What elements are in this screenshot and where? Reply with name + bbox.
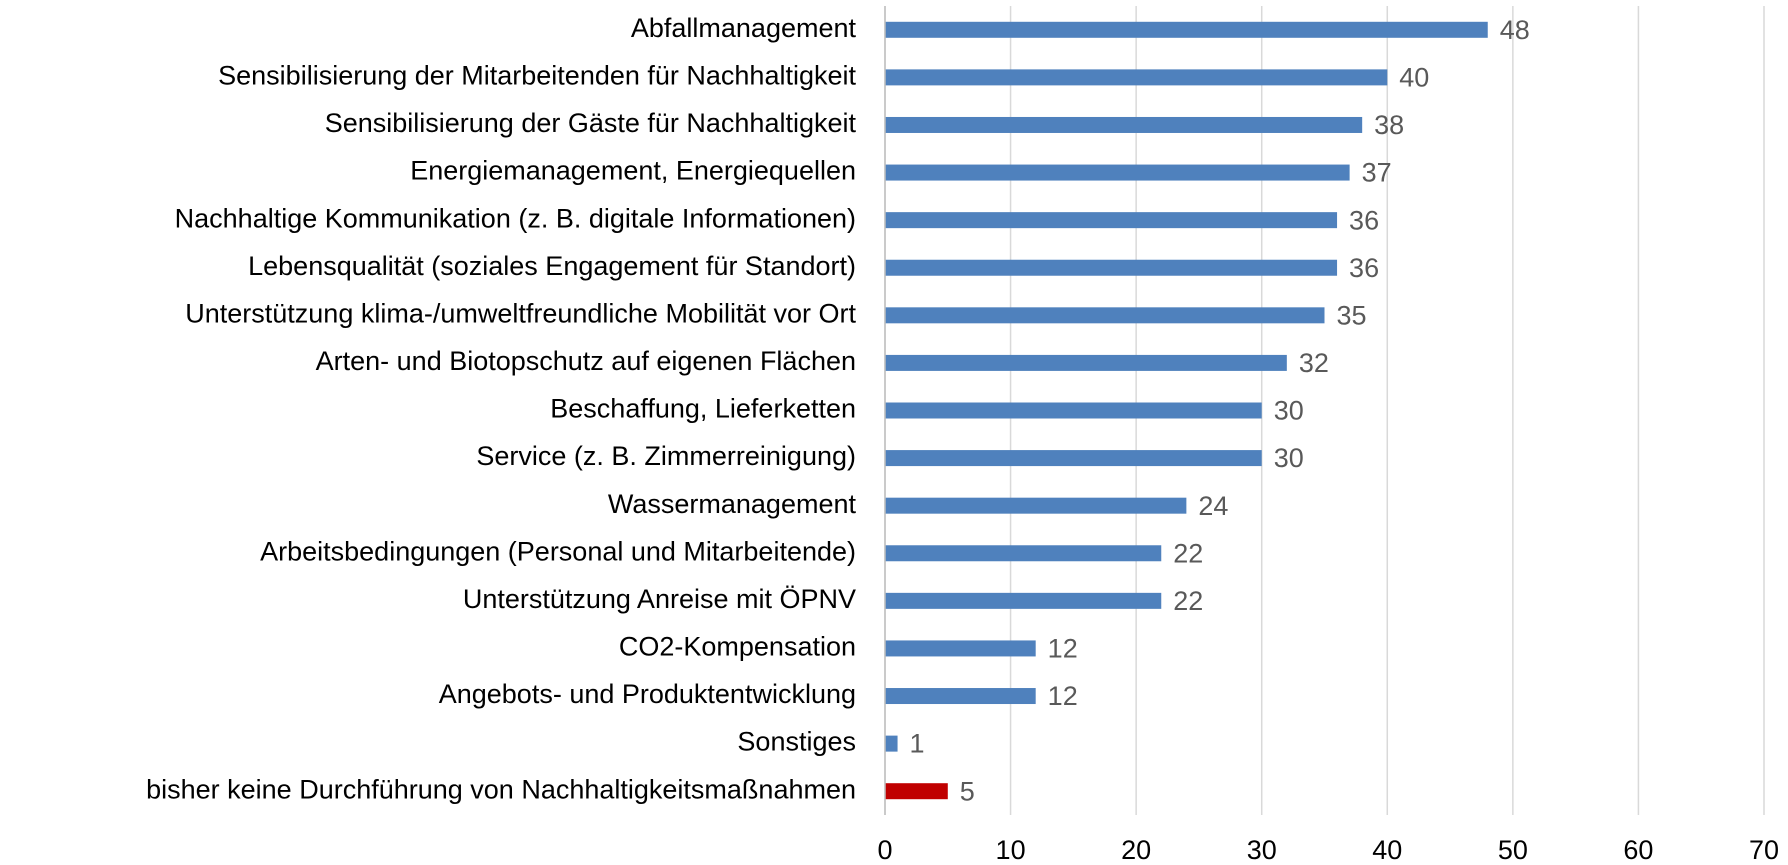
category-label: Wassermanagement bbox=[608, 489, 857, 519]
bar bbox=[885, 735, 898, 752]
x-tick-label: 10 bbox=[996, 835, 1026, 865]
bar bbox=[885, 21, 1488, 38]
value-label: 36 bbox=[1349, 253, 1379, 283]
value-label: 35 bbox=[1337, 300, 1367, 330]
category-label: Unterstützung Anreise mit ÖPNV bbox=[463, 584, 856, 614]
bar bbox=[885, 354, 1287, 371]
bar bbox=[885, 450, 1262, 467]
bar bbox=[885, 545, 1162, 562]
x-tick-label: 30 bbox=[1247, 835, 1277, 865]
x-tick-label: 60 bbox=[1623, 835, 1653, 865]
category-label: Service (z. B. Zimmerreinigung) bbox=[476, 441, 856, 471]
category-label: Sonstiges bbox=[737, 727, 856, 757]
category-label: Lebensqualität (soziales Engagement für … bbox=[248, 251, 856, 281]
category-label: Sensibilisierung der Gäste für Nachhalti… bbox=[325, 108, 857, 138]
x-tick-label: 70 bbox=[1749, 835, 1779, 865]
bar bbox=[885, 592, 1162, 609]
bar bbox=[885, 212, 1338, 229]
value-label: 30 bbox=[1274, 443, 1304, 473]
category-label: Arten- und Biotopschutz auf eigenen Fläc… bbox=[316, 346, 856, 376]
value-label: 22 bbox=[1173, 538, 1203, 568]
x-tick-label: 40 bbox=[1372, 835, 1402, 865]
value-label: 38 bbox=[1374, 110, 1404, 140]
category-label: Unterstützung klima-/umweltfreundliche M… bbox=[185, 298, 856, 328]
value-label: 30 bbox=[1274, 396, 1304, 426]
value-label: 12 bbox=[1048, 634, 1078, 664]
value-label: 40 bbox=[1399, 63, 1429, 93]
category-label: bisher keine Durchführung von Nachhaltig… bbox=[146, 774, 856, 804]
bar bbox=[885, 164, 1350, 181]
value-label: 36 bbox=[1349, 205, 1379, 235]
bar bbox=[885, 783, 948, 800]
bar bbox=[885, 640, 1036, 657]
value-label: 48 bbox=[1500, 15, 1530, 45]
category-label: Arbeitsbedingungen (Personal und Mitarbe… bbox=[260, 536, 856, 566]
value-label: 37 bbox=[1362, 158, 1392, 188]
value-label: 5 bbox=[960, 776, 975, 806]
bar bbox=[885, 259, 1338, 276]
bar bbox=[885, 402, 1262, 419]
value-label: 1 bbox=[910, 729, 925, 759]
value-label: 22 bbox=[1173, 586, 1203, 616]
bar bbox=[885, 69, 1388, 86]
category-label: Angebots- und Produktentwicklung bbox=[439, 679, 856, 709]
category-label: Beschaffung, Lieferketten bbox=[550, 394, 856, 424]
value-label: 12 bbox=[1048, 681, 1078, 711]
bar bbox=[885, 307, 1325, 324]
category-label: Abfallmanagement bbox=[631, 13, 857, 43]
category-label: Nachhaltige Kommunikation (z. B. digital… bbox=[175, 203, 856, 233]
bar bbox=[885, 688, 1036, 705]
bar bbox=[885, 497, 1187, 514]
x-tick-label: 50 bbox=[1498, 835, 1528, 865]
category-label: CO2-Kompensation bbox=[619, 632, 856, 662]
value-label: 24 bbox=[1198, 491, 1228, 521]
x-tick-label: 20 bbox=[1121, 835, 1151, 865]
value-label: 32 bbox=[1299, 348, 1329, 378]
bar bbox=[885, 116, 1363, 133]
x-tick-label: 0 bbox=[877, 835, 892, 865]
category-label: Energiemanagement, Energiequellen bbox=[410, 156, 856, 186]
category-label: Sensibilisierung der Mitarbeitenden für … bbox=[218, 61, 856, 91]
